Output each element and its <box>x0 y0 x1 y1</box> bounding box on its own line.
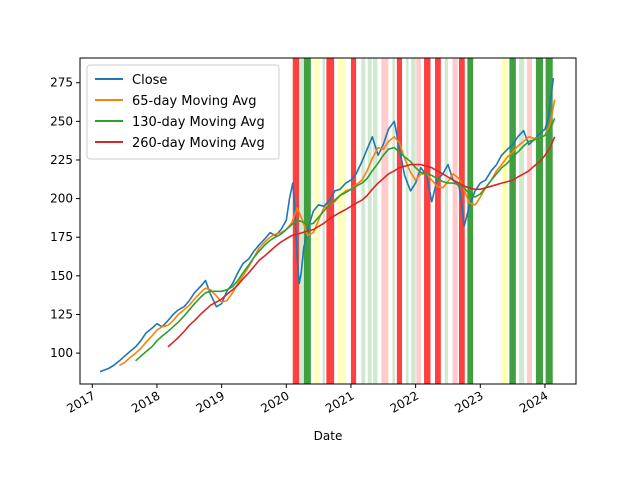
regime-band <box>381 58 389 384</box>
x-axis-title: Date <box>314 429 343 443</box>
legend-box <box>86 64 280 160</box>
x-tick-label: 2021 <box>323 388 356 415</box>
regime-band <box>452 58 458 384</box>
y-tick-label: 175 <box>50 230 73 244</box>
y-tick-label: 275 <box>50 76 73 90</box>
regime-band <box>405 58 409 384</box>
regime-band <box>350 58 357 384</box>
regime-band <box>416 58 421 384</box>
regime-band <box>337 58 346 384</box>
regime-band <box>322 58 326 384</box>
regime-band <box>361 58 366 384</box>
regime-band <box>509 58 516 384</box>
regime-band <box>526 58 533 384</box>
regime-band <box>367 58 372 384</box>
regime-band <box>392 58 395 384</box>
series-line-260-day-moving-avg <box>167 136 556 348</box>
regime-band <box>326 58 335 384</box>
regime-band <box>519 58 525 384</box>
x-tick-label: 2023 <box>452 388 485 415</box>
x-tick-label: 2024 <box>517 388 550 415</box>
series-lines <box>99 77 556 373</box>
regime-band <box>411 58 416 384</box>
y-tick-label: 200 <box>50 192 73 206</box>
legend-label: 65-day Moving Avg <box>132 94 256 109</box>
regime-bands <box>292 58 553 384</box>
regime-band <box>303 58 311 384</box>
regime-band <box>535 58 544 384</box>
plot-frame <box>79 57 577 385</box>
series-line-close <box>99 77 555 373</box>
x-tick-label: 2018 <box>129 388 162 415</box>
regime-band <box>545 58 553 384</box>
regime-band <box>467 58 474 384</box>
regime-band <box>314 58 320 384</box>
regime-band <box>372 58 378 384</box>
legend-label: Close <box>132 73 167 88</box>
regime-band <box>458 58 465 384</box>
regime-band <box>444 58 448 384</box>
y-tick-label: 125 <box>50 307 73 321</box>
x-tick-label: 2022 <box>388 388 421 415</box>
regime-band <box>502 58 507 384</box>
legend: Close 65-day Moving Avg 130-day Moving Avg… <box>86 64 280 160</box>
legend-label: 130-day Moving Avg <box>132 115 265 130</box>
x-tick-label: 2020 <box>258 388 291 415</box>
y-tick-label: 100 <box>50 346 73 360</box>
y-tick-label: 150 <box>50 269 73 283</box>
x-tick-label: 2019 <box>194 388 227 415</box>
regime-band <box>435 58 441 384</box>
regime-band <box>396 58 403 384</box>
x-tick-label: 2017 <box>64 388 97 415</box>
y-tick-label: 225 <box>50 153 73 167</box>
regime-band <box>424 58 431 384</box>
legend-label: 260-day Moving Avg <box>132 136 265 151</box>
y-tick-label: 250 <box>50 114 73 128</box>
